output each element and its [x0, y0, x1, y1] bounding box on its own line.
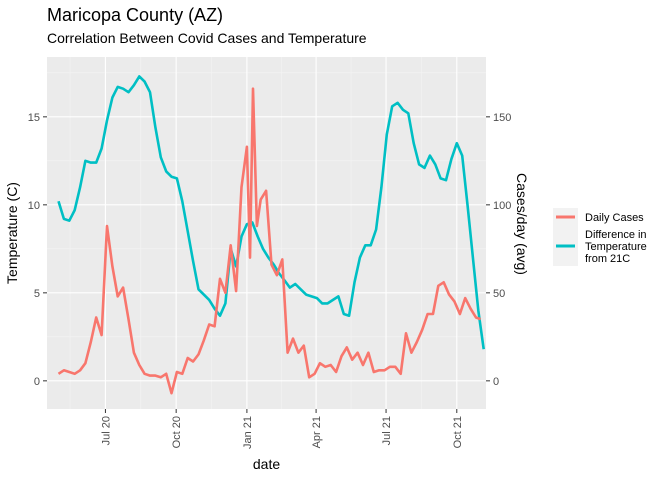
y-right-tick-label: 0 — [493, 376, 499, 388]
series-layer — [57, 75, 485, 395]
y-right-tick-label: 150 — [493, 112, 511, 124]
major-gridlines — [47, 57, 486, 409]
y-tick-label: 0 — [34, 376, 40, 388]
legend: Daily Cases Difference in Temperature fr… — [553, 208, 650, 266]
chart-title: Maricopa County (AZ) — [47, 5, 223, 25]
x-tick-label: Jul 21 — [381, 416, 393, 445]
chart-subtitle: Correlation Between Covid Cases and Temp… — [47, 30, 367, 46]
y-tick-label: 15 — [28, 112, 40, 124]
x-tick-label: Oct 20 — [171, 416, 183, 448]
y-right-tick-label: 50 — [493, 288, 505, 300]
series-line-daily-cases — [57, 87, 482, 395]
y-tick-label: 10 — [28, 200, 40, 212]
x-tick-label: Jul 20 — [100, 416, 112, 445]
x-tick-label: Apr 21 — [311, 416, 323, 448]
legend-label-temperature-difference-line-3: from 21C — [585, 253, 630, 265]
minor-gridlines — [47, 57, 486, 409]
x-tick-label: Jan 21 — [242, 416, 254, 449]
plot-panel — [47, 57, 486, 409]
legend-label-temperature-difference-line-1: Difference in — [585, 229, 647, 241]
legend-label-temperature-difference-line-2: Temperature — [585, 241, 647, 253]
x-axis-label: date — [253, 456, 280, 472]
legend-label-temperature-difference: Difference in Temperature from 21C — [585, 229, 650, 265]
legend-label-daily-cases: Daily Cases — [585, 212, 644, 224]
y-tick-label: 5 — [34, 288, 40, 300]
y-axis-label: Temperature (C) — [4, 182, 20, 284]
y-right-tick-label: 100 — [493, 200, 511, 212]
y-axis-right-label: Cases/day (avg) — [514, 173, 530, 275]
x-tick-label: Oct 21 — [452, 416, 464, 448]
axis-ticks: Jul 20 Oct 20 Jan 21 Apr 21 Jul 21 Oct 21 0 5 10… — [28, 112, 512, 449]
legend-label-daily-cases-line-1: Daily Cases — [585, 212, 644, 224]
